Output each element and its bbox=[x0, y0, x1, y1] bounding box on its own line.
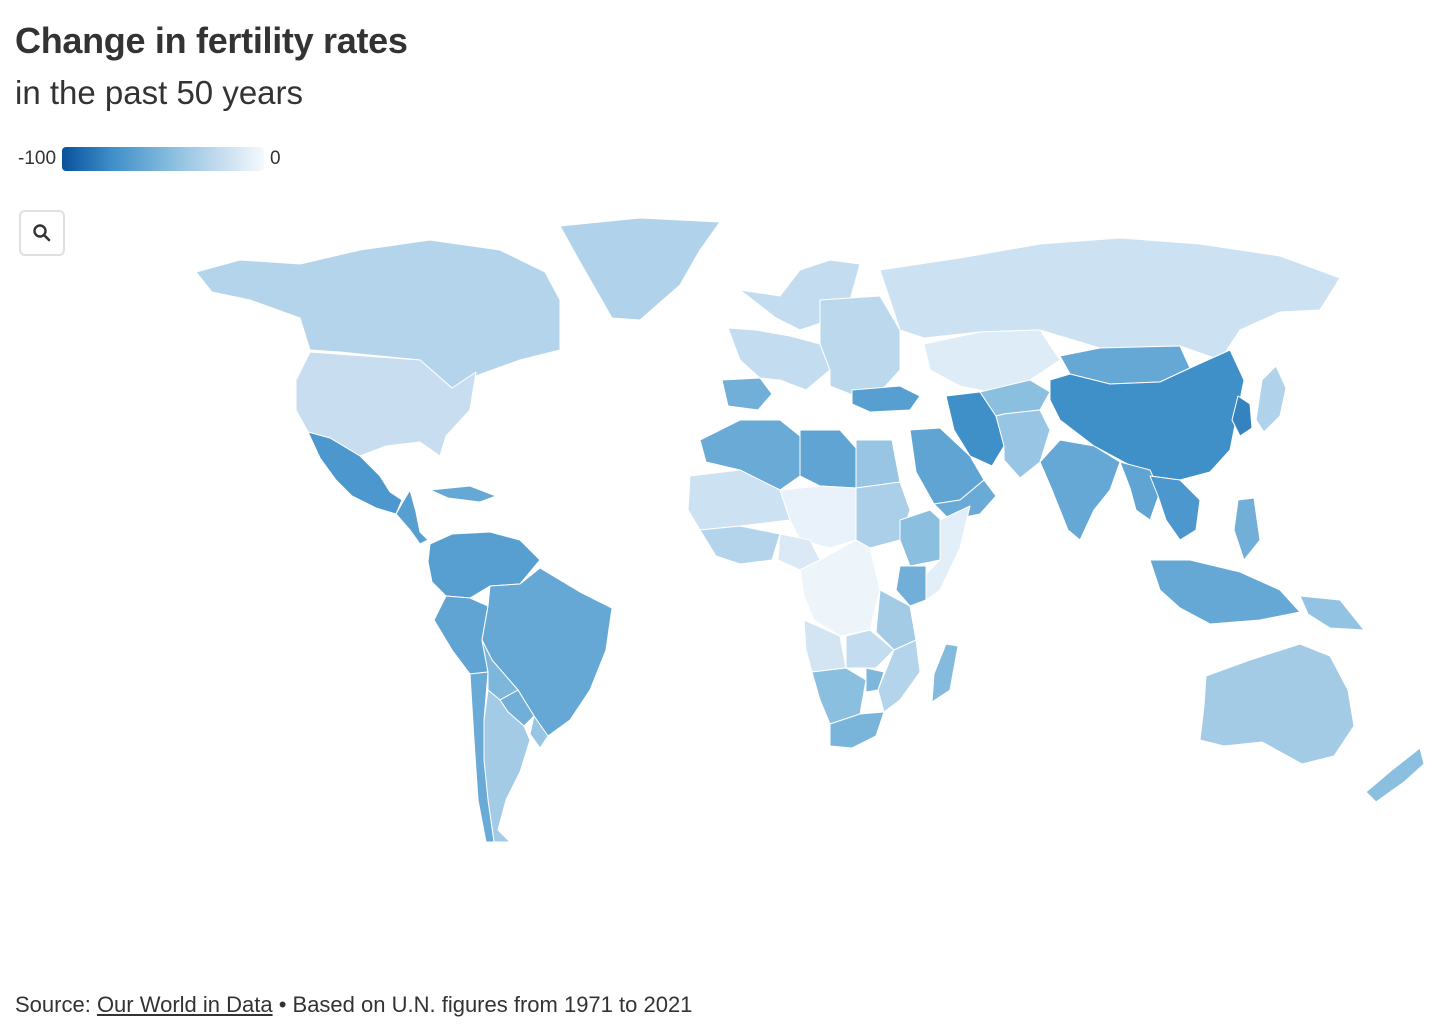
chart-title: Change in fertility rates bbox=[15, 20, 408, 61]
region-eastern-europe[interactable]: Eastern Europe: -25 bbox=[819, 295, 901, 399]
region-west-sahel[interactable]: West Sahel: -18 bbox=[687, 469, 791, 531]
region-japan[interactable]: Japan: -30 bbox=[1255, 365, 1287, 433]
region-zambia[interactable]: Zambia: -22 bbox=[845, 629, 895, 669]
color-legend: -100 0 bbox=[18, 145, 281, 173]
region-somalia[interactable]: Somalia: -8 bbox=[919, 505, 971, 601]
region-zimbabwe[interactable]: Zimbabwe: -50 bbox=[865, 667, 885, 693]
chart-subtitle: in the past 50 years bbox=[15, 74, 304, 111]
region-chile[interactable]: Chile: -58 bbox=[469, 671, 495, 843]
source-link[interactable]: Our World in Data bbox=[96, 992, 273, 1017]
region-peru[interactable]: Peru: -62 bbox=[433, 595, 489, 675]
region-turkey[interactable]: Turkey: -65 bbox=[851, 385, 921, 413]
world-map: Greenland: -30Canada: -28United States: … bbox=[195, 217, 1425, 843]
region-kenya[interactable]: Kenya: -55 bbox=[895, 565, 927, 607]
region-australia[interactable]: Australia: -35 bbox=[1199, 643, 1355, 765]
region-russia[interactable]: Russia: -18 bbox=[879, 237, 1341, 361]
source-suffix: • Based on U.N. figures from 1971 to 202… bbox=[272, 992, 693, 1017]
region-mexico[interactable]: Mexico: -70 bbox=[307, 431, 403, 515]
region-greenland[interactable]: Greenland: -30 bbox=[559, 217, 721, 321]
region-united-states[interactable]: United States: -20 bbox=[295, 351, 477, 457]
source-note: Source: Our World in Data • Based on U.N… bbox=[15, 992, 692, 1018]
region-libya[interactable]: Libya: -62 bbox=[799, 429, 857, 489]
region-afghanistan-pakistan[interactable]: Afghanistan / Pakistan: -40 bbox=[995, 409, 1051, 479]
legend-max-label: 0 bbox=[270, 148, 281, 169]
region-caribbean[interactable]: Caribbean: -60 bbox=[429, 485, 497, 503]
region-thailand-indochina[interactable]: Thailand / Indochina: -70 bbox=[1149, 475, 1201, 541]
region-iberia[interactable]: Iberia: -55 bbox=[721, 377, 773, 411]
region-gulf-of-guinea[interactable]: Gulf of Guinea: -28 bbox=[699, 525, 781, 565]
legend-gradient-bar bbox=[62, 147, 265, 171]
region-central-africa[interactable]: Central Africa: -3 bbox=[799, 539, 881, 637]
search-icon bbox=[33, 224, 51, 242]
region-kazakhstan[interactable]: Kazakhstan: -10 bbox=[923, 329, 1061, 393]
region-malaysia-indonesia[interactable]: Malaysia / Indonesia: -60 bbox=[1149, 559, 1301, 625]
region-central-america[interactable]: Central America: -65 bbox=[395, 489, 429, 545]
region-india[interactable]: India: -60 bbox=[1039, 439, 1121, 541]
region-western-europe[interactable]: Western Europe: -22 bbox=[727, 327, 831, 391]
region-canada[interactable]: Canada: -28 bbox=[195, 239, 561, 389]
search-button[interactable] bbox=[19, 210, 65, 256]
region-china[interactable]: China: -75 bbox=[1049, 349, 1245, 481]
region-new-zealand[interactable]: New Zealand: -45 bbox=[1365, 747, 1425, 803]
region-korea[interactable]: Korea: -80 bbox=[1231, 395, 1253, 437]
region-uruguay[interactable]: Uruguay: -40 bbox=[529, 715, 549, 749]
source-prefix: Source: bbox=[15, 992, 97, 1017]
region-south-africa[interactable]: South Africa: -52 bbox=[829, 711, 885, 749]
region-papua-new-guinea[interactable]: Papua New Guinea: -42 bbox=[1299, 595, 1365, 631]
region-niger-chad[interactable]: Niger / Chad: -5 bbox=[779, 485, 857, 549]
region-egypt[interactable]: Egypt: -40 bbox=[855, 439, 901, 489]
legend-min-label: -100 bbox=[18, 148, 57, 169]
region-philippines[interactable]: Philippines: -55 bbox=[1233, 497, 1261, 561]
region-madagascar[interactable]: Madagascar: -48 bbox=[931, 643, 959, 703]
